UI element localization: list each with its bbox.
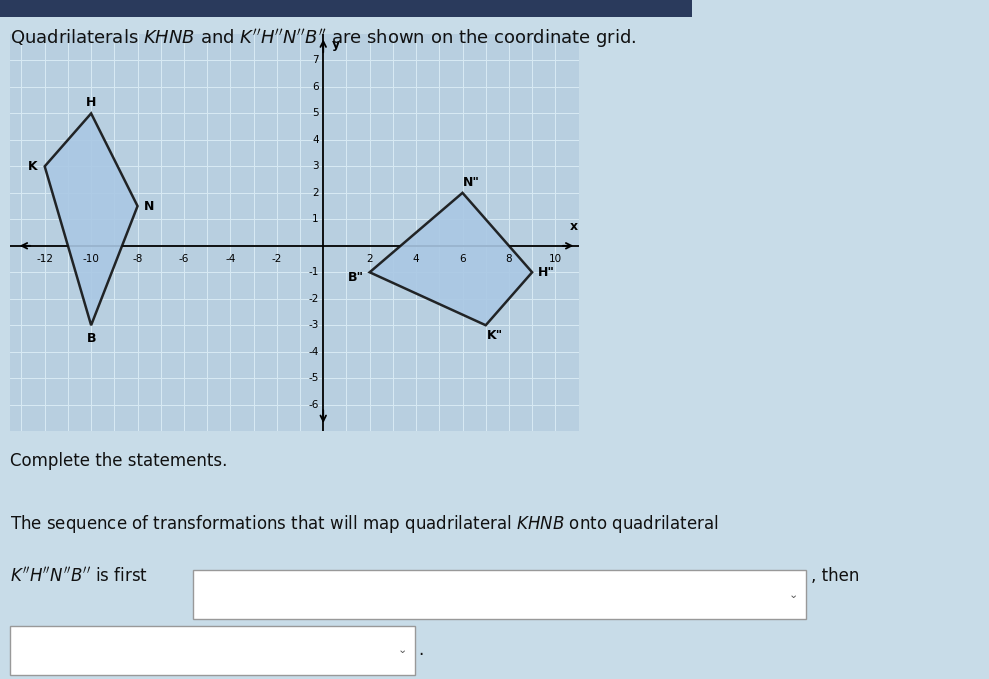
Text: The sequence of transformations that will map quadrilateral $KHNB$ onto quadrila: The sequence of transformations that wil… [10, 513, 719, 534]
Text: K: K [29, 160, 38, 173]
Text: -6: -6 [179, 254, 189, 263]
Text: 4: 4 [312, 135, 318, 145]
Text: -10: -10 [83, 254, 100, 263]
Text: -4: -4 [309, 347, 318, 356]
Text: , then: , then [811, 567, 859, 585]
Text: y: y [331, 38, 339, 51]
Text: K": K" [487, 329, 503, 342]
Text: 4: 4 [412, 254, 419, 263]
Text: 6: 6 [312, 82, 318, 92]
Polygon shape [370, 193, 532, 325]
Text: B": B" [348, 271, 364, 284]
Text: H": H" [538, 265, 555, 279]
Text: .: . [418, 642, 423, 659]
Text: 2: 2 [312, 188, 318, 198]
Text: -5: -5 [309, 373, 318, 383]
Text: 7: 7 [312, 56, 318, 65]
Text: ⌄: ⌄ [398, 646, 407, 655]
Text: 6: 6 [459, 254, 466, 263]
Text: 8: 8 [505, 254, 512, 263]
Text: -6: -6 [309, 400, 318, 409]
Text: x: x [570, 219, 578, 232]
Polygon shape [45, 113, 137, 325]
Text: 5: 5 [312, 109, 318, 118]
Text: 1: 1 [312, 215, 318, 224]
Text: 10: 10 [549, 254, 562, 263]
Text: ⌄: ⌄ [788, 590, 798, 600]
Text: -4: -4 [225, 254, 235, 263]
Text: -8: -8 [133, 254, 142, 263]
Text: $K''H''N''B''$ is first: $K''H''N''B''$ is first [10, 567, 147, 586]
Text: -3: -3 [309, 320, 318, 330]
Text: Complete the statements.: Complete the statements. [10, 452, 227, 470]
Text: 3: 3 [312, 162, 318, 171]
Text: N": N" [463, 176, 481, 189]
Text: -1: -1 [309, 268, 318, 277]
Text: -2: -2 [309, 294, 318, 304]
Text: N: N [144, 200, 154, 213]
Text: 2: 2 [366, 254, 373, 263]
Text: Quadrilaterals $KHNB$ and $K''H''N''B''$ are shown on the coordinate grid.: Quadrilaterals $KHNB$ and $K''H''N''B''$… [10, 27, 636, 50]
Text: H: H [86, 96, 96, 109]
Text: B: B [86, 332, 96, 345]
Text: -2: -2 [272, 254, 282, 263]
Text: -12: -12 [37, 254, 53, 263]
